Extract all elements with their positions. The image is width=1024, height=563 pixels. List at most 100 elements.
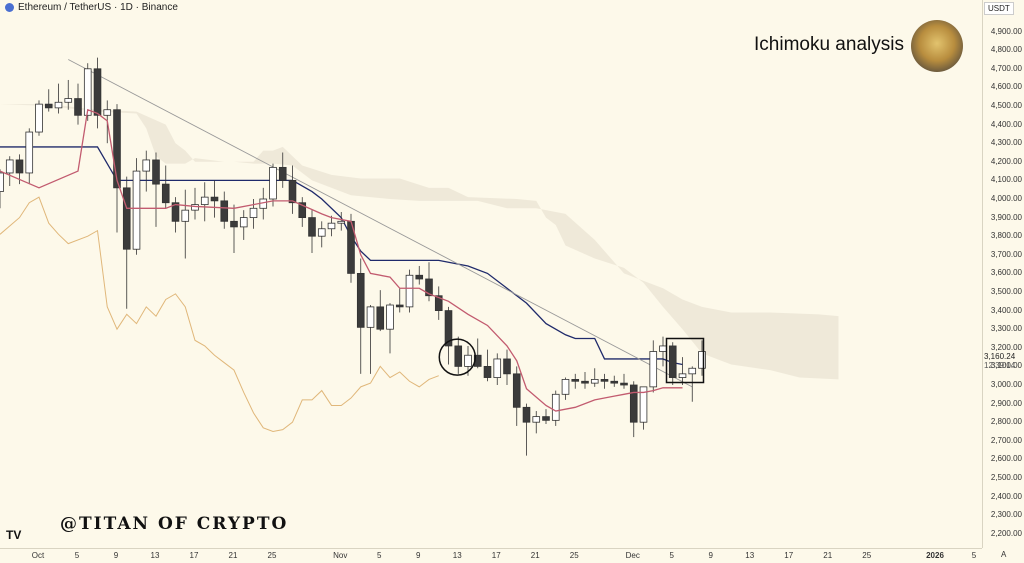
- highlight-circle: [438, 338, 477, 376]
- countdown-label: 12:39:14: [984, 361, 1016, 370]
- candle: [366, 306, 375, 328]
- time-tick-label: 13: [452, 551, 462, 560]
- candle: [356, 272, 365, 328]
- time-tick-label: 9: [708, 551, 713, 560]
- candle: [542, 416, 550, 421]
- time-tick-label: Dec: [625, 551, 640, 560]
- time-tick-label: 17: [784, 551, 794, 560]
- time-tick-label: Oct: [31, 551, 45, 560]
- candle: [278, 166, 287, 181]
- candle: [308, 217, 316, 237]
- price-tick-label: 4,500.00: [990, 101, 1022, 110]
- price-tick-label: 4,800.00: [990, 45, 1022, 55]
- candle: [122, 187, 131, 250]
- price-tick-label: 3,300.00: [990, 324, 1022, 334]
- time-tick-label: 17: [189, 551, 199, 560]
- candle: [44, 103, 53, 109]
- candle: [0, 172, 4, 192]
- candle: [425, 278, 433, 297]
- candle: [405, 274, 414, 308]
- price-tick-label: 3,600.00: [990, 268, 1022, 278]
- candle: [200, 196, 209, 205]
- candle: [415, 274, 424, 280]
- time-axis[interactable]: Oct 5 9 13 17 21 25 Nov 5 9 13 17 21 25 Dec 5 9 13 17 21 25 2…: [0, 548, 982, 563]
- price-tick-label: 4,200.00: [990, 156, 1022, 166]
- candle: [454, 345, 463, 367]
- candle: [230, 220, 238, 228]
- candle: [512, 373, 521, 408]
- price-tick-label: 4,600.00: [990, 82, 1022, 92]
- candle: [639, 386, 648, 423]
- time-tick-label: 21: [530, 551, 540, 560]
- conversion-line: [0, 108, 683, 412]
- currency-select[interactable]: USDT: [984, 2, 1014, 15]
- time-tick-label: 25: [862, 551, 872, 560]
- time-tick-label: 5: [74, 551, 80, 560]
- candle: [444, 310, 453, 347]
- price-tick-label: 4,100.00: [990, 175, 1022, 185]
- candle: [464, 354, 472, 367]
- candle: [220, 200, 229, 222]
- candle: [629, 384, 638, 423]
- price-tick-label: 3,100.00: [990, 361, 1022, 371]
- lagging-span-line: [0, 196, 439, 433]
- time-tick-label: 13: [745, 551, 755, 560]
- candle: [5, 159, 14, 174]
- price-tick-label: 3,200.00: [990, 342, 1022, 352]
- candle: [522, 406, 531, 423]
- highlight-box: [665, 337, 705, 384]
- candle: [649, 351, 658, 388]
- candle: [620, 382, 628, 386]
- candle: [161, 183, 170, 204]
- price-tick-label: 2,500.00: [990, 473, 1022, 482]
- price-tick-label: 4,400.00: [990, 119, 1022, 129]
- price-tick-label: 2,200.00: [990, 528, 1022, 538]
- candle: [171, 202, 180, 222]
- last-price-label: 3,160.24: [984, 352, 1016, 361]
- candle: [269, 166, 277, 200]
- time-tick-label: 9: [113, 551, 119, 560]
- candle: [298, 202, 307, 219]
- price-tick-label: 4,900.00: [990, 26, 1022, 36]
- candle: [113, 109, 121, 189]
- price-tick-label: 3,400.00: [990, 305, 1022, 315]
- descending-trendline: [68, 59, 693, 388]
- symbol-header[interactable]: Ethereum / TetherUS · 1D · Binance: [5, 2, 178, 13]
- candle: [74, 98, 82, 116]
- candle: [54, 101, 63, 109]
- time-tick-label: 2026: [926, 551, 944, 560]
- price-tick-label: 2,300.00: [990, 510, 1022, 520]
- candle: [376, 306, 385, 330]
- time-tick-label: 25: [267, 551, 277, 560]
- time-tick-label: 21: [228, 551, 238, 560]
- candle: [35, 103, 43, 133]
- price-tick-label: 2,600.00: [990, 454, 1022, 464]
- price-tick-label: 3,900.00: [990, 212, 1022, 222]
- candle: [659, 345, 667, 352]
- candlestick-chart[interactable]: [0, 0, 982, 548]
- price-tick-label: 3,700.00: [990, 249, 1022, 259]
- candle: [571, 379, 580, 382]
- candle: [561, 379, 570, 395]
- candle: [181, 209, 190, 222]
- auto-scale-button[interactable]: A: [1001, 550, 1007, 559]
- candle: [93, 68, 102, 116]
- price-axis[interactable]: 4,900.00 4,800.00 4,700.00 4,600.00 4,500.00…: [982, 0, 1024, 548]
- base-line: [0, 146, 683, 366]
- candle: [386, 304, 394, 330]
- candle: [152, 159, 160, 185]
- tradingview-logo[interactable]: TV: [6, 528, 22, 542]
- time-tick-label: Nov: [333, 551, 348, 560]
- price-tick-label: 3,800.00: [990, 231, 1022, 241]
- candle: [581, 380, 589, 384]
- candle: [551, 393, 560, 421]
- candle: [83, 68, 92, 116]
- candle: [249, 207, 258, 219]
- chart-plot-area[interactable]: [0, 0, 982, 548]
- candle: [590, 379, 599, 384]
- price-tick-label: 3,000.00: [990, 380, 1022, 389]
- time-tick-label: 9: [416, 551, 421, 560]
- price-tick-label: 4,000.00: [990, 194, 1022, 203]
- candle: [132, 170, 141, 250]
- candle: [15, 159, 24, 174]
